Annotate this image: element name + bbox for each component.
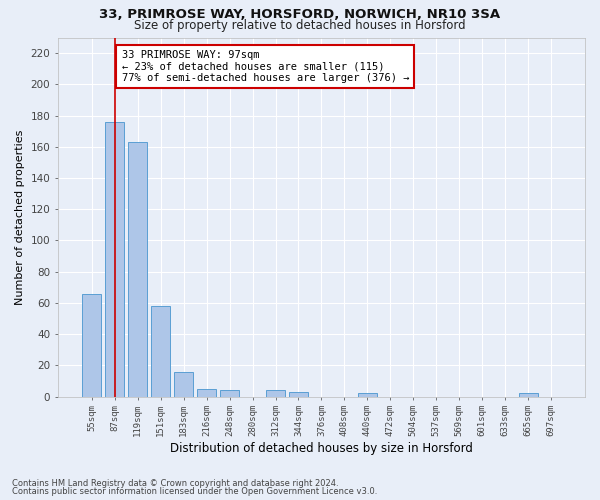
Text: Contains public sector information licensed under the Open Government Licence v3: Contains public sector information licen… (12, 487, 377, 496)
Bar (197, 389, 217, 396)
Bar (266, 390, 285, 396)
Bar (358, 394, 377, 396)
Text: Size of property relative to detached houses in Horsford: Size of property relative to detached ho… (134, 18, 466, 32)
Bar (174, 372, 193, 396)
Y-axis label: Number of detached properties: Number of detached properties (15, 130, 25, 304)
Text: 33 PRIMROSE WAY: 97sqm
← 23% of detached houses are smaller (115)
77% of semi-de: 33 PRIMROSE WAY: 97sqm ← 23% of detached… (122, 50, 409, 83)
Bar (289, 392, 308, 396)
Bar (128, 142, 148, 397)
Bar (151, 306, 170, 396)
X-axis label: Distribution of detached houses by size in Horsford: Distribution of detached houses by size … (170, 442, 473, 455)
Text: 33, PRIMROSE WAY, HORSFORD, NORWICH, NR10 3SA: 33, PRIMROSE WAY, HORSFORD, NORWICH, NR1… (100, 8, 500, 20)
Bar (518, 394, 538, 396)
Bar (105, 122, 124, 396)
Bar (82, 294, 101, 397)
Bar (220, 390, 239, 396)
Text: Contains HM Land Registry data © Crown copyright and database right 2024.: Contains HM Land Registry data © Crown c… (12, 478, 338, 488)
